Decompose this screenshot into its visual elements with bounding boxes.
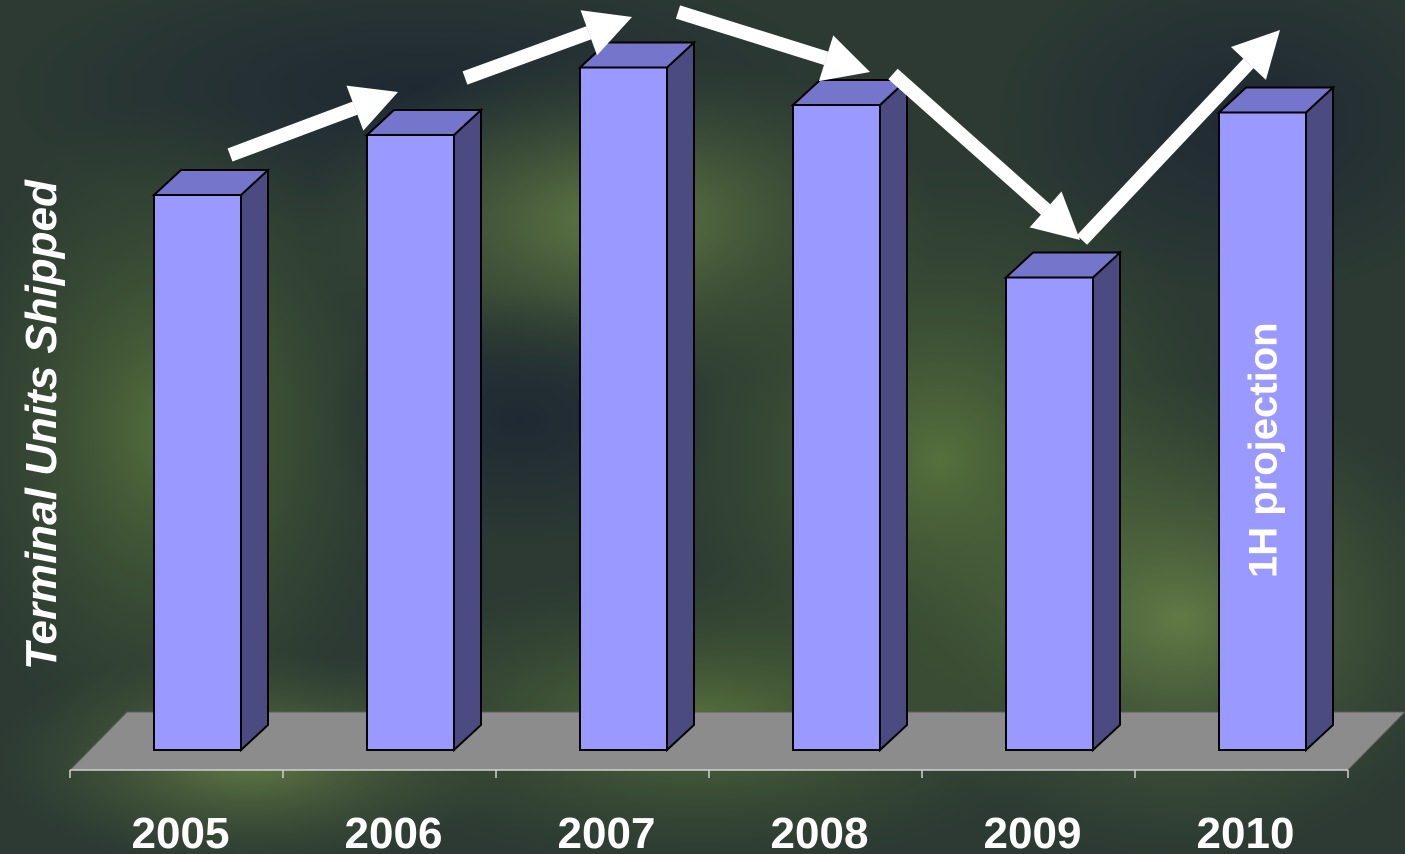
- x-tick-label: 2008: [771, 809, 869, 854]
- arrow-shaft: [888, 68, 1051, 215]
- x-tick-labels: 2005 2006 2007 2008 2009 2010: [132, 809, 1295, 854]
- x-axis: [69, 769, 1349, 778]
- bar-side: [240, 167, 269, 753]
- arrow-head: [580, 10, 632, 56]
- arrow-head: [818, 35, 870, 82]
- arrow-shaft: [675, 5, 829, 65]
- arrow-head: [1029, 191, 1080, 240]
- trend-arrow-up: [1076, 30, 1280, 245]
- bar-front: [366, 134, 455, 751]
- bar-2006: [364, 107, 484, 753]
- bar-2010: [1216, 85, 1336, 753]
- arrow-shaft: [462, 26, 592, 85]
- bar-front: [153, 194, 242, 751]
- bar-front: [579, 66, 668, 751]
- bar-annotation: 1H projection: [1242, 322, 1286, 578]
- x-tick-label: 2007: [558, 809, 656, 854]
- arrow-head: [1230, 30, 1280, 80]
- x-tick-label: 2006: [345, 809, 443, 854]
- chart-floor: [68, 711, 1405, 771]
- bar-side: [1092, 250, 1121, 753]
- trend-arrows: [227, 5, 1280, 245]
- bar-2005: [151, 167, 271, 753]
- bar-front: [1005, 276, 1094, 751]
- bar-2009: [1003, 250, 1123, 753]
- bar-side: [1305, 85, 1334, 753]
- bar-side: [879, 77, 908, 753]
- arrow-shaft: [1076, 58, 1254, 245]
- trend-arrow-up: [227, 85, 398, 162]
- x-tick-label: 2010: [1197, 809, 1295, 854]
- bars: 1H projection: [151, 40, 1336, 753]
- bar-2007: [577, 40, 697, 753]
- x-tick-label: 2005: [132, 809, 230, 854]
- bar-side: [453, 107, 482, 753]
- floor-plane: [68, 711, 1405, 771]
- bar-front: [792, 104, 881, 751]
- bar-side: [666, 40, 695, 753]
- bar-2008: [790, 77, 910, 753]
- trend-arrow-down: [888, 68, 1080, 240]
- y-axis-title: Terminal Units Shipped: [17, 179, 66, 670]
- arrow-head: [346, 85, 398, 131]
- trend-arrow-up: [462, 10, 632, 85]
- arrow-shaft: [227, 101, 358, 162]
- trend-arrow-down: [675, 5, 870, 82]
- bar-front: [1218, 111, 1307, 751]
- x-tick-label: 2009: [984, 809, 1082, 854]
